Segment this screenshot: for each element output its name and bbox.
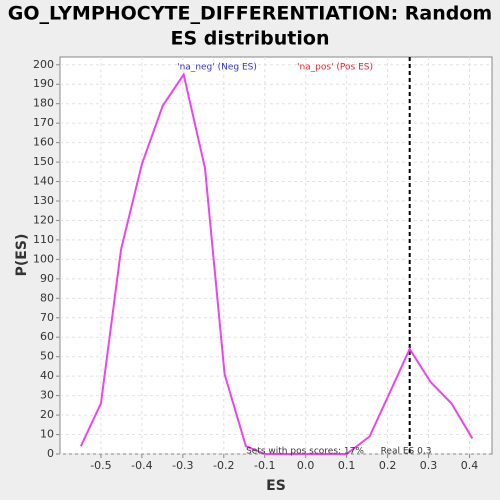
y-axis-label: P(ES) [14,234,30,277]
y-tick-label: 30 [40,389,54,402]
y-tick-label: 160 [33,136,54,149]
annotation: 'na_pos' (Pos ES) [297,63,373,73]
y-tick-label: 0 [47,447,54,460]
y-tick-label: 110 [33,233,54,246]
y-tick-label: 40 [40,369,54,382]
x-tick-label: 0.3 [420,459,438,472]
y-tick-label: 170 [33,116,54,129]
y-tick-label: 50 [40,350,54,363]
y-tick-label: 180 [33,97,54,110]
y-tick-label: 120 [33,213,54,226]
y-tick-label: 80 [40,291,54,304]
annotation: 'na_neg' (Neg ES) [177,63,257,73]
annotation: Sets with pos scores: 17% [246,447,364,457]
x-tick-label: 0.4 [461,459,479,472]
x-tick-label: -0.3 [172,459,193,472]
series-line [79,72,474,455]
y-tick-label: 200 [33,58,54,71]
y-tick-label: 60 [40,330,54,343]
y-tick-label: 190 [33,77,54,90]
y-tick-label: 10 [40,428,54,441]
x-tick-label: -0.2 [213,459,234,472]
y-tick-label: 140 [33,175,54,188]
annotation: Real ES 0.3 [381,447,432,457]
y-tick-label: 70 [40,311,54,324]
y-tick-label: 150 [33,155,54,168]
x-tick-label: -0.1 [254,459,275,472]
y-tick-label: 100 [33,252,54,265]
x-tick-label: 0.2 [379,459,397,472]
y-tick-label: 130 [33,194,54,207]
x-axis-label: ES [266,478,286,494]
x-tick-label: -0.5 [90,459,111,472]
plot-area [59,56,493,455]
y-tick-label: 90 [40,272,54,285]
x-tick-label: 0.1 [338,459,356,472]
x-tick-label: 0.0 [297,459,315,472]
y-tick-label: 20 [40,408,54,421]
chart-title: GO_LYMPHOCYTE_DIFFERENTIATION: Random [8,3,492,25]
chart-title: ES distribution [171,28,330,50]
x-tick-label: -0.4 [131,459,152,472]
